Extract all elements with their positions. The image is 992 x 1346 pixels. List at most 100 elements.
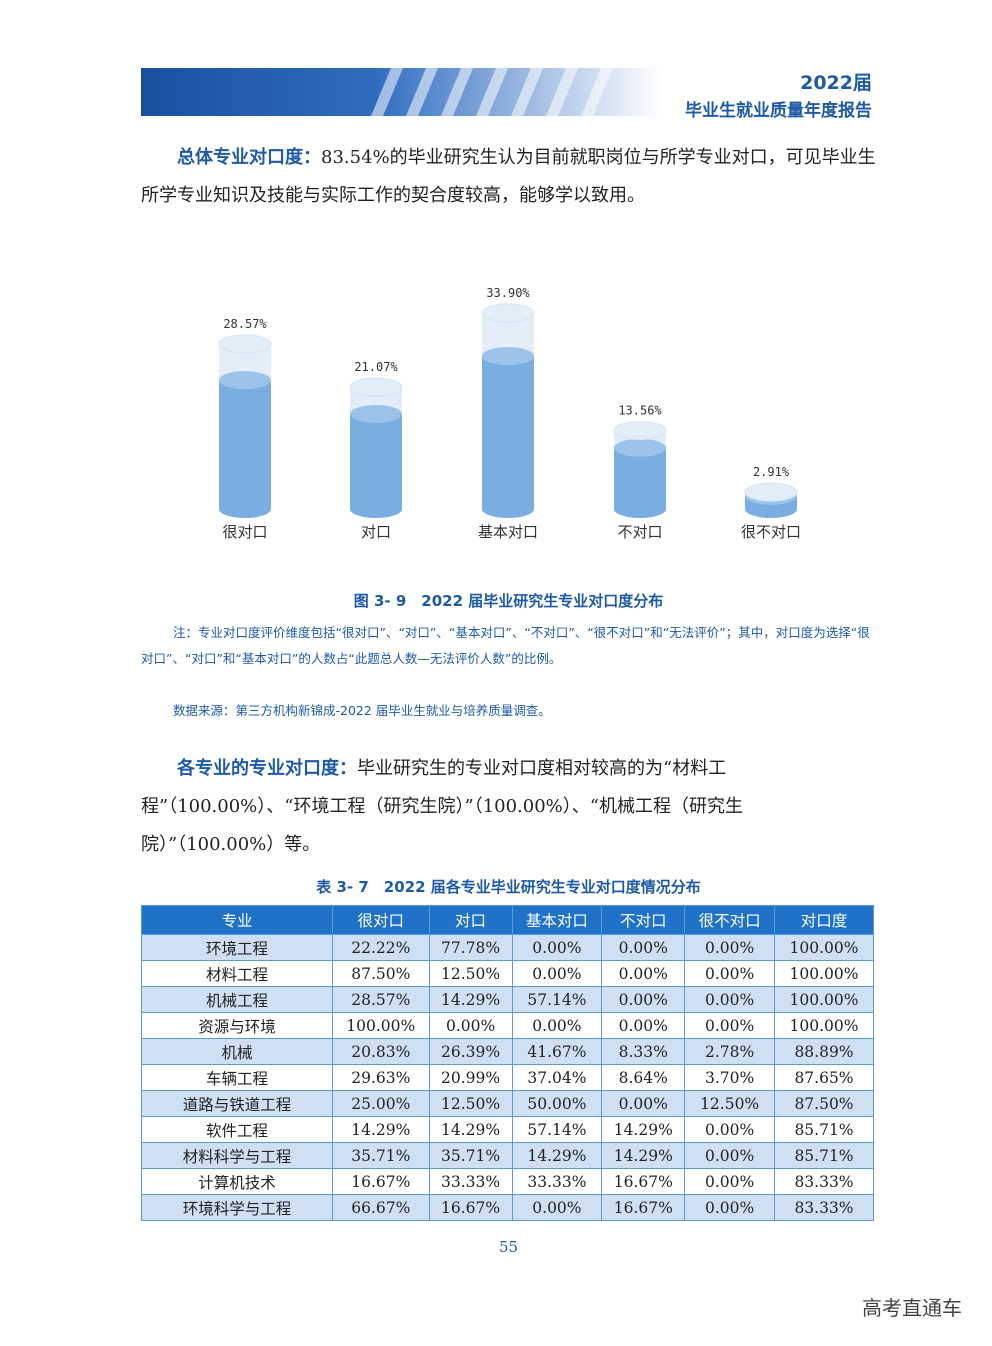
major-cell: 环境科学与工程	[141, 1194, 333, 1221]
table-caption: 表 3- 7 2022 届各专业毕业研究生专业对口度情况分布	[316, 878, 701, 896]
value-cell: 0.00%	[601, 960, 686, 987]
value-cell: 14.29%	[428, 986, 513, 1013]
value-cell: 3.70%	[684, 1064, 775, 1091]
value-cell: 100.00%	[774, 934, 874, 961]
value-cell: 0.00%	[601, 1090, 686, 1117]
major-cell: 机械工程	[141, 986, 333, 1013]
bar-2	[481, 303, 535, 518]
bar-4	[744, 482, 798, 518]
value-cell: 0.00%	[684, 1012, 775, 1039]
value-cell: 20.99%	[428, 1064, 513, 1091]
major-cell: 材料工程	[141, 960, 333, 987]
table-header-cell: 很不对口	[684, 905, 775, 935]
value-label: 21.07%	[354, 360, 398, 374]
table-row: 材料工程 87.50% 12.50% 0.00% 0.00% 0.00% 100.00%	[141, 960, 874, 987]
value-cell: 26.39%	[428, 1038, 513, 1065]
paragraph-lead: 总体专业对口度：	[177, 147, 321, 168]
table-row: 计算机技术 16.67% 33.33% 33.33% 16.67% 0.00% 83.33%	[141, 1168, 874, 1195]
major-cell: 车辆工程	[141, 1064, 333, 1091]
value-cell: 16.67%	[428, 1194, 513, 1221]
table-row: 道路与铁道工程 25.00% 12.50% 50.00% 0.00% 12.50% 87.5…	[141, 1090, 874, 1117]
page-number: 55	[498, 1238, 519, 1256]
value-cell: 85.71%	[774, 1142, 874, 1169]
value-cell: 0.00%	[511, 960, 603, 987]
data-source-note: 数据来源：第三方机构新锦成-2022 届毕业生就业与培养质量调查。	[173, 703, 551, 718]
value-cell: 8.33%	[601, 1038, 686, 1065]
value-cell: 22.22%	[332, 934, 430, 961]
value-cell: 35.71%	[428, 1142, 513, 1169]
watermark: 高考直通车	[862, 1296, 962, 1320]
paragraph-text: 83.54%的毕业研究生认为目前就职岗位与所学专业对口，可见毕业生所学专业知识及…	[141, 147, 876, 206]
figure-caption: 图 3- 9 2022 届毕业研究生专业对口度分布	[353, 592, 664, 610]
value-cell: 28.57%	[332, 986, 430, 1013]
table-row: 软件工程 14.29% 14.29% 57.14% 14.29% 0.00% 85.71%	[141, 1116, 874, 1143]
major-match-table: 专业 很对口 对口 基本对口 不对口 很不对口 对口度 环境工程 22.22% 77.78% 0.…	[141, 905, 874, 1221]
value-cell: 14.29%	[601, 1142, 686, 1169]
major-cell: 计算机技术	[141, 1168, 333, 1195]
value-cell: 14.29%	[332, 1116, 430, 1143]
value-cell: 83.33%	[774, 1168, 874, 1195]
table-row: 机械 20.83% 26.39% 41.67% 8.33% 2.78% 88.89%	[141, 1038, 874, 1065]
bar-3	[613, 421, 667, 518]
value-cell: 83.33%	[774, 1194, 874, 1221]
value-cell: 0.00%	[684, 1116, 775, 1143]
table-header-cell: 基本对口	[511, 905, 603, 935]
value-cell: 14.29%	[601, 1116, 686, 1143]
value-cell: 0.00%	[684, 1168, 775, 1195]
category-label: 基本对口	[478, 523, 538, 541]
major-cell: 软件工程	[141, 1116, 333, 1143]
table-row: 车辆工程 29.63% 20.99% 37.04% 8.64% 3.70% 87.65%	[141, 1064, 874, 1091]
paragraph-majors: 各专业的专业对口度：毕业研究生的专业对口度相对较高的为“材料工程”（100.00…	[141, 750, 876, 864]
major-cell: 材料科学与工程	[141, 1142, 333, 1169]
value-cell: 0.00%	[684, 1142, 775, 1169]
value-cell: 0.00%	[684, 986, 775, 1013]
value-cell: 14.29%	[428, 1116, 513, 1143]
value-cell: 0.00%	[428, 1012, 513, 1039]
value-cell: 50.00%	[511, 1090, 603, 1117]
value-label: 13.56%	[618, 404, 662, 418]
value-cell: 16.67%	[601, 1194, 686, 1221]
value-cell: 8.64%	[601, 1064, 686, 1091]
value-cell: 100.00%	[774, 1012, 874, 1039]
value-cell: 87.50%	[774, 1090, 874, 1117]
value-cell: 41.67%	[511, 1038, 603, 1065]
value-cell: 57.14%	[511, 1116, 603, 1143]
major-cell: 机械	[141, 1038, 333, 1065]
value-cell: 87.65%	[774, 1064, 874, 1091]
table-row: 材料科学与工程 35.71% 35.71% 14.29% 14.29% 0.00% 85.7…	[141, 1142, 874, 1169]
value-cell: 85.71%	[774, 1116, 874, 1143]
value-cell: 25.00%	[332, 1090, 430, 1117]
value-cell: 0.00%	[511, 1012, 603, 1039]
value-cell: 88.89%	[774, 1038, 874, 1065]
paragraph-overall: 总体专业对口度：83.54%的毕业研究生认为目前就职岗位与所学专业对口，可见毕业…	[141, 139, 876, 215]
value-cell: 0.00%	[601, 934, 686, 961]
table-header-row: 专业 很对口 对口 基本对口 不对口 很不对口 对口度	[141, 905, 874, 935]
category-label: 很对口	[222, 523, 267, 541]
value-cell: 33.33%	[428, 1168, 513, 1195]
value-cell: 14.29%	[511, 1142, 603, 1169]
category-label: 很不对口	[741, 523, 801, 541]
value-cell: 37.04%	[511, 1064, 603, 1091]
value-cell: 29.63%	[332, 1064, 430, 1091]
paragraph-text: 毕业研究生的专业对口度相对较高的为“材料工程”（100.00%）、“环境工程（研…	[141, 758, 743, 855]
value-cell: 77.78%	[428, 934, 513, 961]
value-cell: 0.00%	[511, 1194, 603, 1221]
table-header-cell: 很对口	[332, 905, 430, 935]
value-cell: 2.78%	[684, 1038, 775, 1065]
figure-note: 注：专业对口度评价维度包括“很对口”、“对口”、“基本对口”、“不对口”、“很不…	[141, 625, 870, 666]
table-header-cell: 专业	[141, 905, 333, 935]
value-cell: 35.71%	[332, 1142, 430, 1169]
value-cell: 12.50%	[428, 1090, 513, 1117]
value-cell: 33.33%	[511, 1168, 603, 1195]
value-label: 28.57%	[223, 317, 267, 331]
value-cell: 12.50%	[428, 960, 513, 987]
header-title: 毕业生就业质量年度报告	[685, 101, 872, 121]
table-header-cell: 对口度	[774, 905, 874, 935]
value-cell: 0.00%	[684, 960, 775, 987]
match-distribution-chart: 28.57% 很对口 21.07% 对口 33.90% 基本对口 13.56% 不对口 2.91…	[218, 286, 801, 541]
value-cell: 0.00%	[684, 934, 775, 961]
value-cell: 12.50%	[684, 1090, 775, 1117]
value-cell: 66.67%	[332, 1194, 430, 1221]
value-cell: 100.00%	[774, 986, 874, 1013]
table-row: 环境工程 22.22% 77.78% 0.00% 0.00% 0.00% 100.00%	[141, 934, 874, 961]
